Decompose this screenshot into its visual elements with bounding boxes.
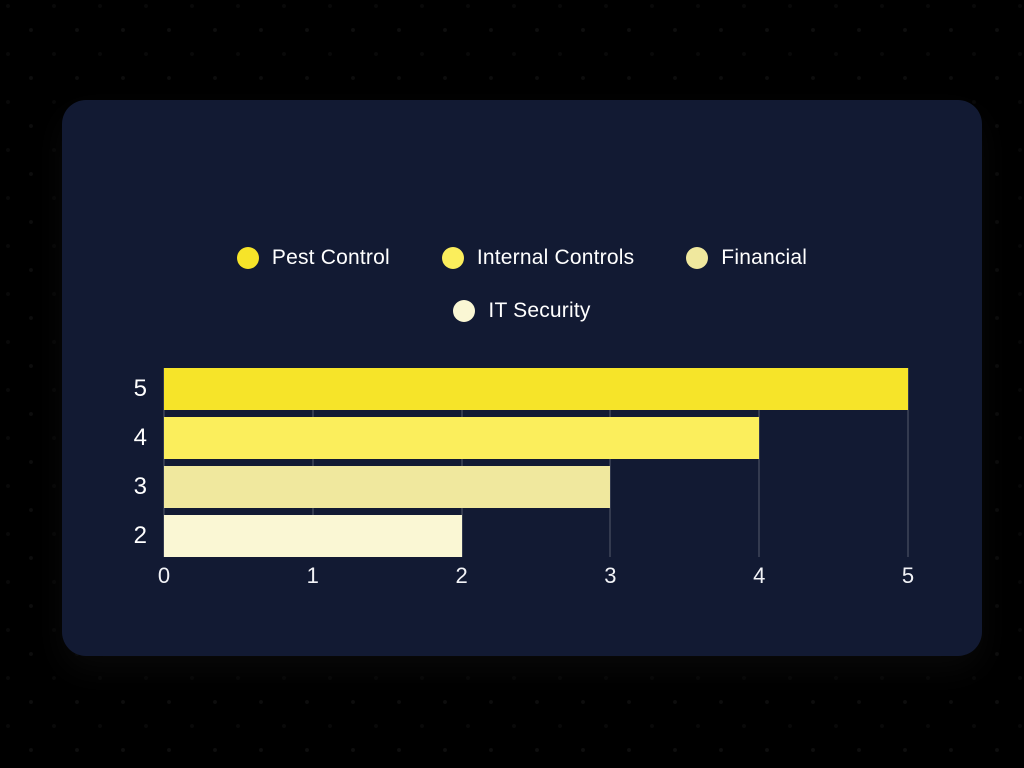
legend-label: Financial [721,246,808,269]
x-axis-tick-label: 5 [901,563,915,588]
bar-row: 3 [134,466,908,508]
legend-item-financial[interactable]: Financial [686,246,807,270]
y-axis-label: 4 [133,424,147,451]
x-axis-tick-label: 4 [753,563,766,588]
legend-row: Pest Control Internal Controls Financial [236,246,807,270]
y-axis-label: 3 [133,473,147,500]
legend-item-pest-control[interactable]: Pest Control [236,246,390,270]
bar-row: 5 [134,368,908,410]
gridline-x-4 [758,368,760,557]
gridline-x-5 [907,368,909,557]
legend-dot-icon [236,247,259,269]
legend-item-it-security[interactable]: IT Security [453,299,590,323]
y-axis-label: 2 [133,522,147,549]
bar-financial[interactable] [164,466,611,508]
x-axis-tick-label: 2 [455,563,468,588]
legend-dot-icon [453,300,476,322]
legend-label: IT Security [488,299,591,322]
x-axis: 0 1 2 3 4 5 [158,563,914,591]
gridline-x-2 [461,368,463,557]
legend-dot-icon [441,247,464,269]
gridline-x-1 [312,368,314,557]
legend-item-internal-controls[interactable]: Internal Controls [441,246,635,270]
y-axis-label: 5 [133,375,147,402]
bar-internal-controls[interactable] [164,417,760,459]
bar-row: 2 [134,515,908,557]
bar-pest-control[interactable] [164,368,908,410]
x-axis-tick-label: 3 [604,563,617,588]
bar-it-security[interactable] [164,515,462,557]
legend-dot-icon [686,247,709,269]
chart-legend: Pest Control Internal Controls Financial IT… [62,246,982,323]
legend-label: Pest Control [271,246,390,269]
x-axis-tick-label: 0 [157,563,171,588]
legend-row: IT Security [453,299,590,323]
x-axis-tick-label: 1 [306,563,319,588]
legend-label: Internal Controls [476,246,635,269]
gridline-x-0 [163,368,165,557]
bar-chart-plot-area: 5 4 3 2 [134,368,909,557]
gridline-x-3 [609,368,611,557]
bar-row: 4 [134,417,908,459]
chart-card: Pest Control Internal Controls Financial IT… [62,100,982,656]
